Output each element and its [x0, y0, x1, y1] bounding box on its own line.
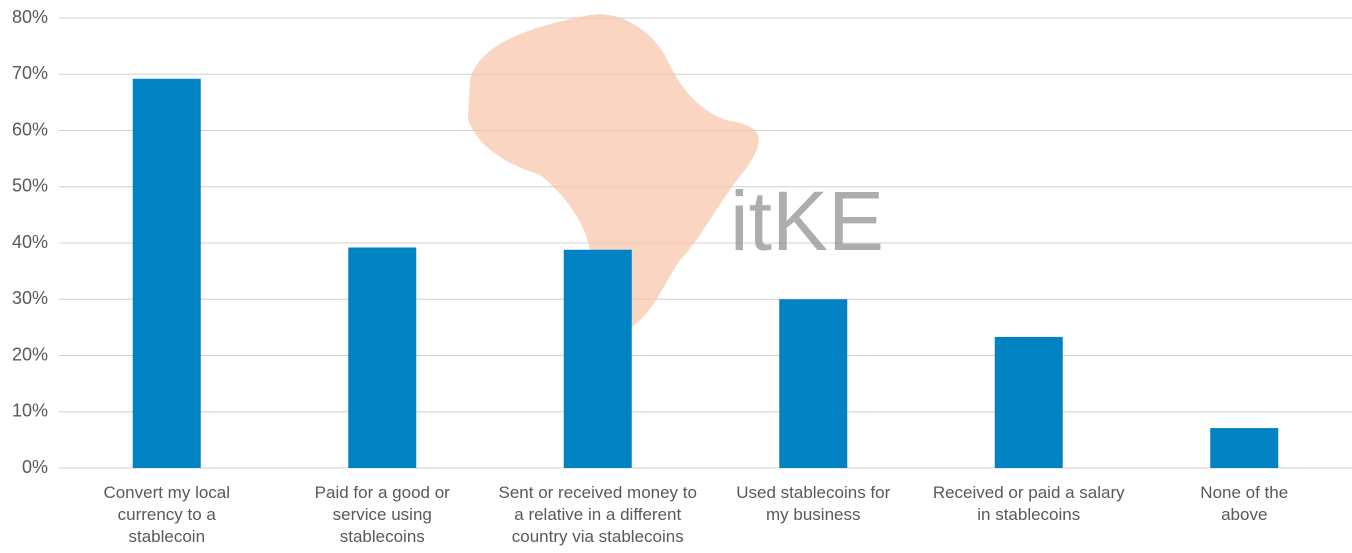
x-tick-label: Convert my local currency to a stablecoi… [103, 483, 231, 546]
x-tick-label: Received or paid a salary in stablecoins [932, 483, 1125, 524]
x-tick-label: Paid for a good or service using stablec… [314, 483, 450, 546]
y-tick-label: 0% [22, 457, 48, 477]
watermark-shape [468, 14, 759, 330]
y-tick-label: 60% [12, 119, 48, 139]
bar [994, 336, 1063, 468]
bars [132, 78, 1279, 468]
x-tick-label: None of the above [1200, 483, 1289, 524]
bar [779, 299, 848, 468]
bar [132, 78, 201, 468]
y-tick-label: 70% [12, 63, 48, 83]
bar [348, 247, 417, 468]
bar [563, 249, 632, 468]
y-tick-label: 80% [12, 7, 48, 27]
y-tick-label: 20% [12, 344, 48, 364]
y-tick-label: 10% [12, 401, 48, 421]
grid [59, 17, 1352, 469]
x-tick-label: Used stablecoins for my business [736, 483, 891, 524]
y-tick-label: 40% [12, 232, 48, 252]
y-tick-label: 30% [12, 288, 48, 308]
watermark: itKE [730, 174, 884, 268]
x-tick-label: Sent or received money to a relative in … [498, 483, 697, 546]
bar [1210, 428, 1279, 468]
y-tick-label: 50% [12, 176, 48, 196]
